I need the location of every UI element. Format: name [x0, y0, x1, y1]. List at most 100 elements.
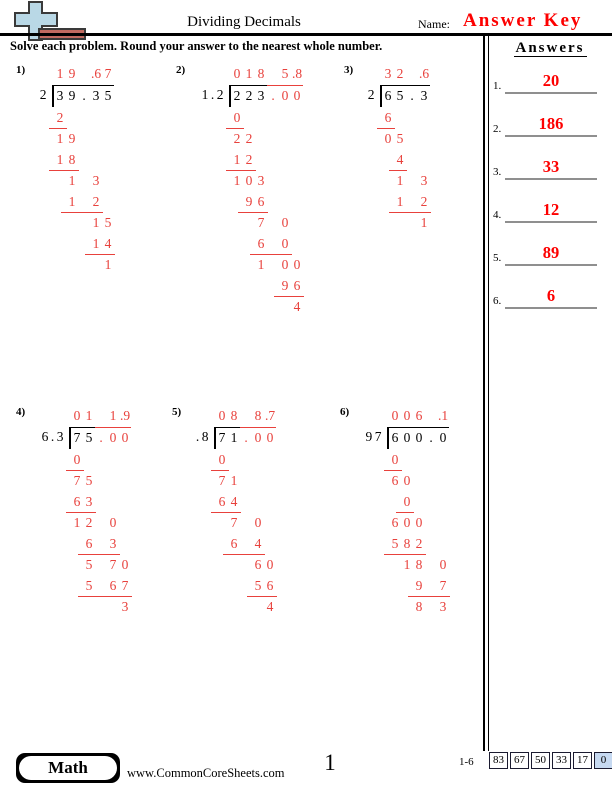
digit-cell: 2 — [85, 515, 93, 530]
digit-cell: 8 — [254, 408, 262, 423]
divisor: 2 — [39, 87, 49, 102]
digit-cell: 7 — [104, 66, 112, 81]
digit-cell: 1 — [56, 66, 64, 81]
score-box: 33 — [552, 752, 571, 769]
answer-number: 3. — [493, 166, 502, 178]
work-line-subtrahend: 0 — [211, 450, 229, 471]
digit-cell: 5 — [85, 578, 93, 593]
digit-cell: 8 — [415, 599, 423, 614]
divisor: 1.2 — [201, 87, 226, 102]
digit-cell: 1 — [56, 131, 64, 146]
digit-cell: 8 — [403, 536, 411, 551]
digit-cell: 4 — [293, 299, 301, 314]
digit-cell: 9 — [66, 85, 78, 105]
digit-cell: 0 — [281, 257, 289, 272]
digit-cell: 6 — [391, 473, 399, 488]
digit-cell: 3 — [54, 85, 66, 105]
digit-cell: 1 — [228, 427, 240, 447]
divisor: 6.3 — [41, 429, 66, 444]
digit-cell: 0 — [437, 427, 449, 447]
digit-cell: 6 — [257, 236, 265, 251]
work-line-subtrahend: 0 — [226, 108, 244, 129]
problem-number: 3) — [344, 64, 354, 76]
digit-cell: 5 — [396, 131, 404, 146]
answer-value: 20 — [542, 71, 560, 90]
digit-cell: 2 — [56, 110, 64, 125]
digit-cell: 0 — [233, 110, 241, 125]
digit-cell: 5 — [104, 215, 112, 230]
digit-cell: 3 — [257, 173, 265, 188]
answer-row: 6. 6 — [489, 283, 611, 309]
digit-cell: 1 — [56, 152, 64, 167]
answer-row: 4. 12 — [489, 197, 611, 223]
digit-cell: 1 — [109, 408, 117, 423]
digit-cell: 3 — [418, 85, 430, 105]
quotient: 0 1 1.9 — [71, 406, 131, 426]
digit-cell: 3 — [439, 599, 447, 614]
instruction-text: Solve each problem. Round your answer to… — [10, 39, 383, 53]
digit-cell: 1 — [420, 215, 428, 230]
subject-badge: Math — [16, 753, 120, 783]
digit-cell: 5 — [85, 557, 93, 572]
digit-cell: 0 — [403, 515, 411, 530]
digit-cell: 0 — [293, 257, 301, 272]
digit-cell: .8 — [291, 66, 303, 81]
digit-cell: 8 — [415, 557, 423, 572]
division-bracket — [52, 85, 54, 107]
digit-cell: 2 — [396, 66, 404, 81]
digit-cell: 9 — [245, 194, 253, 209]
work-line: 3 — [119, 597, 131, 617]
work-line: 4 — [264, 597, 276, 617]
digit-cell: 7 — [218, 473, 226, 488]
digit-cell: 1 — [92, 236, 100, 251]
answer-line: 6 — [505, 285, 597, 309]
digit-cell: 7 — [216, 427, 228, 447]
problem-number: 4) — [16, 406, 26, 418]
page-number: 1 — [324, 750, 336, 775]
digit-cell: 2 — [243, 85, 255, 105]
digit-cell: 0 — [121, 557, 129, 572]
answer-line: 12 — [505, 199, 597, 223]
answer-value: 33 — [542, 157, 560, 176]
digit-cell: . — [425, 427, 437, 447]
digit-cell: 2 — [420, 194, 428, 209]
answer-line: 89 — [505, 242, 597, 266]
website-text: www.CommonCoreSheets.com — [127, 766, 285, 780]
digit-cell: 7 — [257, 215, 265, 230]
digit-cell: 0 — [218, 452, 226, 467]
digit-cell: 3 — [384, 66, 392, 81]
problem-number: 2) — [176, 64, 186, 76]
digit-cell: 2 — [415, 536, 423, 551]
division-bracket — [69, 427, 71, 449]
answers-divider-line — [487, 35, 489, 751]
digit-cell: 6 — [257, 194, 265, 209]
digit-cell: 0 — [109, 515, 117, 530]
digit-cell: 3 — [109, 536, 117, 551]
digit-cell: 0 — [401, 427, 413, 447]
digit-cell: 1 — [68, 173, 76, 188]
answers-heading: Answers — [513, 40, 587, 57]
name-label: Name: — [418, 17, 450, 31]
digit-cell: 7 — [71, 427, 83, 447]
digit-cell: 1 — [257, 257, 265, 272]
work-line-subtrahend: 2 — [49, 108, 67, 129]
answer-value: 12 — [542, 200, 560, 219]
quotient: 0 1 8 5.8 — [231, 64, 303, 84]
